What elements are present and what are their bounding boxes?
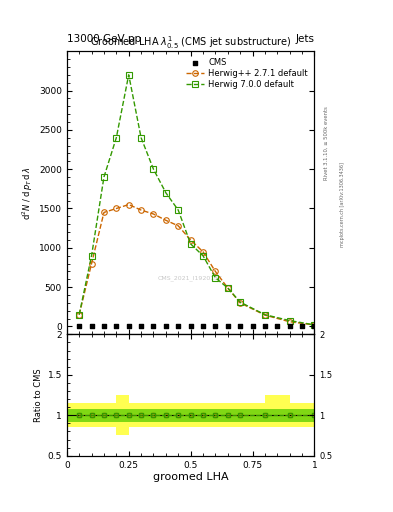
Y-axis label: Ratio to CMS: Ratio to CMS — [35, 368, 43, 422]
Herwig++ 2.7.1 default — [77, 312, 82, 318]
CMS — [187, 323, 194, 331]
Herwig 7.0.0 default — [263, 312, 267, 318]
Herwig 7.0.0 default — [213, 274, 218, 281]
Line: Herwig 7.0.0 default: Herwig 7.0.0 default — [76, 72, 317, 328]
Herwig++ 2.7.1 default — [127, 202, 131, 208]
Herwig 7.0.0 default — [89, 252, 94, 259]
CMS — [113, 323, 119, 331]
Title: Groomed LHA $\lambda^{1}_{0.5}$ (CMS jet substructure): Groomed LHA $\lambda^{1}_{0.5}$ (CMS jet… — [90, 34, 291, 51]
CMS — [138, 323, 144, 331]
Herwig 7.0.0 default — [238, 299, 242, 305]
Herwig++ 2.7.1 default — [101, 209, 106, 216]
CMS — [299, 323, 305, 331]
CMS — [286, 323, 293, 331]
X-axis label: groomed LHA: groomed LHA — [153, 472, 228, 482]
Herwig 7.0.0 default — [287, 317, 292, 324]
CMS — [150, 323, 156, 331]
Text: Rivet 3.1.10, ≥ 500k events: Rivet 3.1.10, ≥ 500k events — [324, 106, 329, 180]
Herwig 7.0.0 default — [114, 135, 119, 141]
CMS — [126, 323, 132, 331]
CMS — [237, 323, 243, 331]
Herwig++ 2.7.1 default — [238, 300, 242, 306]
Herwig 7.0.0 default — [151, 166, 156, 172]
Herwig 7.0.0 default — [101, 174, 106, 180]
Legend: CMS, Herwig++ 2.7.1 default, Herwig 7.0.0 default: CMS, Herwig++ 2.7.1 default, Herwig 7.0.… — [183, 55, 310, 92]
CMS — [212, 323, 219, 331]
Herwig 7.0.0 default — [139, 135, 143, 141]
Herwig++ 2.7.1 default — [201, 249, 206, 255]
Text: CMS_2021_I1920187: CMS_2021_I1920187 — [158, 275, 223, 281]
Herwig++ 2.7.1 default — [163, 217, 168, 223]
CMS — [250, 323, 256, 331]
Herwig 7.0.0 default — [127, 72, 131, 78]
Herwig 7.0.0 default — [226, 285, 230, 291]
CMS — [175, 323, 182, 331]
Herwig 7.0.0 default — [188, 241, 193, 247]
Herwig++ 2.7.1 default — [114, 205, 119, 211]
Herwig++ 2.7.1 default — [188, 237, 193, 243]
Herwig++ 2.7.1 default — [263, 312, 267, 318]
CMS — [88, 323, 95, 331]
Herwig++ 2.7.1 default — [139, 207, 143, 213]
CMS — [311, 323, 318, 331]
CMS — [274, 323, 281, 331]
Herwig 7.0.0 default — [77, 312, 82, 318]
Herwig++ 2.7.1 default — [151, 211, 156, 217]
CMS — [200, 323, 206, 331]
Herwig++ 2.7.1 default — [176, 223, 181, 229]
CMS — [163, 323, 169, 331]
Herwig 7.0.0 default — [176, 207, 181, 213]
Text: mcplots.cern.ch [arXiv:1306.3436]: mcplots.cern.ch [arXiv:1306.3436] — [340, 162, 345, 247]
Y-axis label: $\mathrm{d}^2N$ / $\mathrm{d}\,p_T\,\mathrm{d}\,\lambda$: $\mathrm{d}^2N$ / $\mathrm{d}\,p_T\,\mat… — [20, 166, 35, 220]
Text: Jets: Jets — [296, 33, 314, 44]
CMS — [262, 323, 268, 331]
Herwig++ 2.7.1 default — [226, 285, 230, 291]
CMS — [225, 323, 231, 331]
Herwig 7.0.0 default — [312, 322, 317, 328]
Herwig++ 2.7.1 default — [213, 268, 218, 274]
CMS — [101, 323, 107, 331]
Line: Herwig++ 2.7.1 default: Herwig++ 2.7.1 default — [76, 202, 317, 328]
Herwig++ 2.7.1 default — [287, 318, 292, 325]
CMS — [76, 323, 83, 331]
Herwig 7.0.0 default — [163, 189, 168, 196]
Herwig 7.0.0 default — [201, 252, 206, 259]
Herwig++ 2.7.1 default — [312, 322, 317, 328]
Text: 13000 GeV pp: 13000 GeV pp — [67, 33, 141, 44]
Herwig++ 2.7.1 default — [89, 261, 94, 267]
